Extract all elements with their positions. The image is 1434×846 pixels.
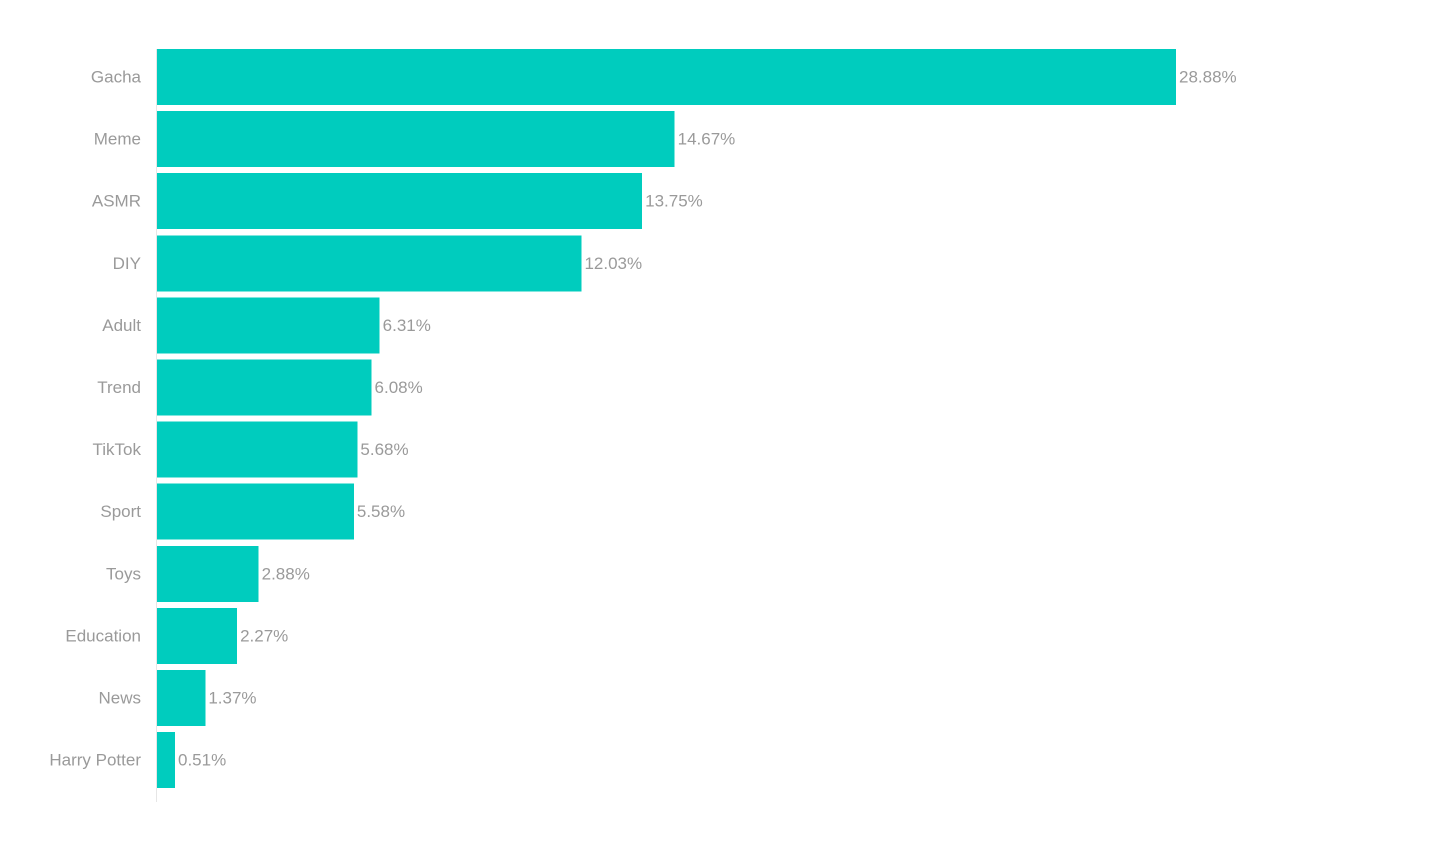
value-label: 12.03% [584, 254, 642, 273]
category-label: ASMR [92, 192, 141, 211]
category-label: Sport [100, 502, 141, 521]
value-label: 28.88% [1179, 68, 1237, 87]
bars-group [157, 49, 1176, 789]
bar-news [157, 670, 206, 726]
value-label: 2.88% [262, 564, 310, 583]
value-label: 2.27% [240, 626, 288, 645]
value-label: 6.08% [375, 378, 423, 397]
value-label: 5.68% [360, 440, 408, 459]
value-label: 13.75% [645, 192, 703, 211]
category-label: Trend [97, 378, 141, 397]
value-label: 0.51% [178, 751, 226, 770]
bar-education [157, 607, 238, 664]
bar-gacha [157, 49, 1176, 105]
bar-diy [157, 235, 582, 292]
value-label: 6.31% [383, 316, 431, 335]
bar-tiktok [157, 421, 358, 478]
category-labels-group: Gacha Meme ASMR DIY Adult Trend TikTok Sport Toy… [49, 68, 141, 770]
value-label: 5.58% [357, 502, 405, 521]
category-label: Meme [94, 130, 141, 149]
category-label: Education [65, 626, 141, 645]
category-label: TikTok [93, 440, 142, 459]
bar-harry-potter [157, 732, 175, 789]
bar-sport [157, 483, 354, 540]
bar-adult [157, 297, 380, 354]
value-label: 14.67% [678, 130, 736, 149]
category-label: Toys [106, 564, 141, 583]
value-label: 1.37% [208, 689, 256, 708]
category-label: Harry Potter [49, 751, 141, 770]
category-label: DIY [113, 254, 141, 273]
value-labels-group: 28.88% 14.67% 13.75% 12.03% 6.31% 6.08% 5.68% 5… [178, 68, 1237, 770]
bar-trend [157, 359, 372, 416]
category-label: Gacha [91, 68, 142, 87]
bar-toys [157, 545, 259, 602]
category-label: Adult [102, 316, 141, 335]
bar-asmr [157, 173, 643, 230]
category-label: News [98, 689, 141, 708]
bar-meme [157, 111, 675, 168]
